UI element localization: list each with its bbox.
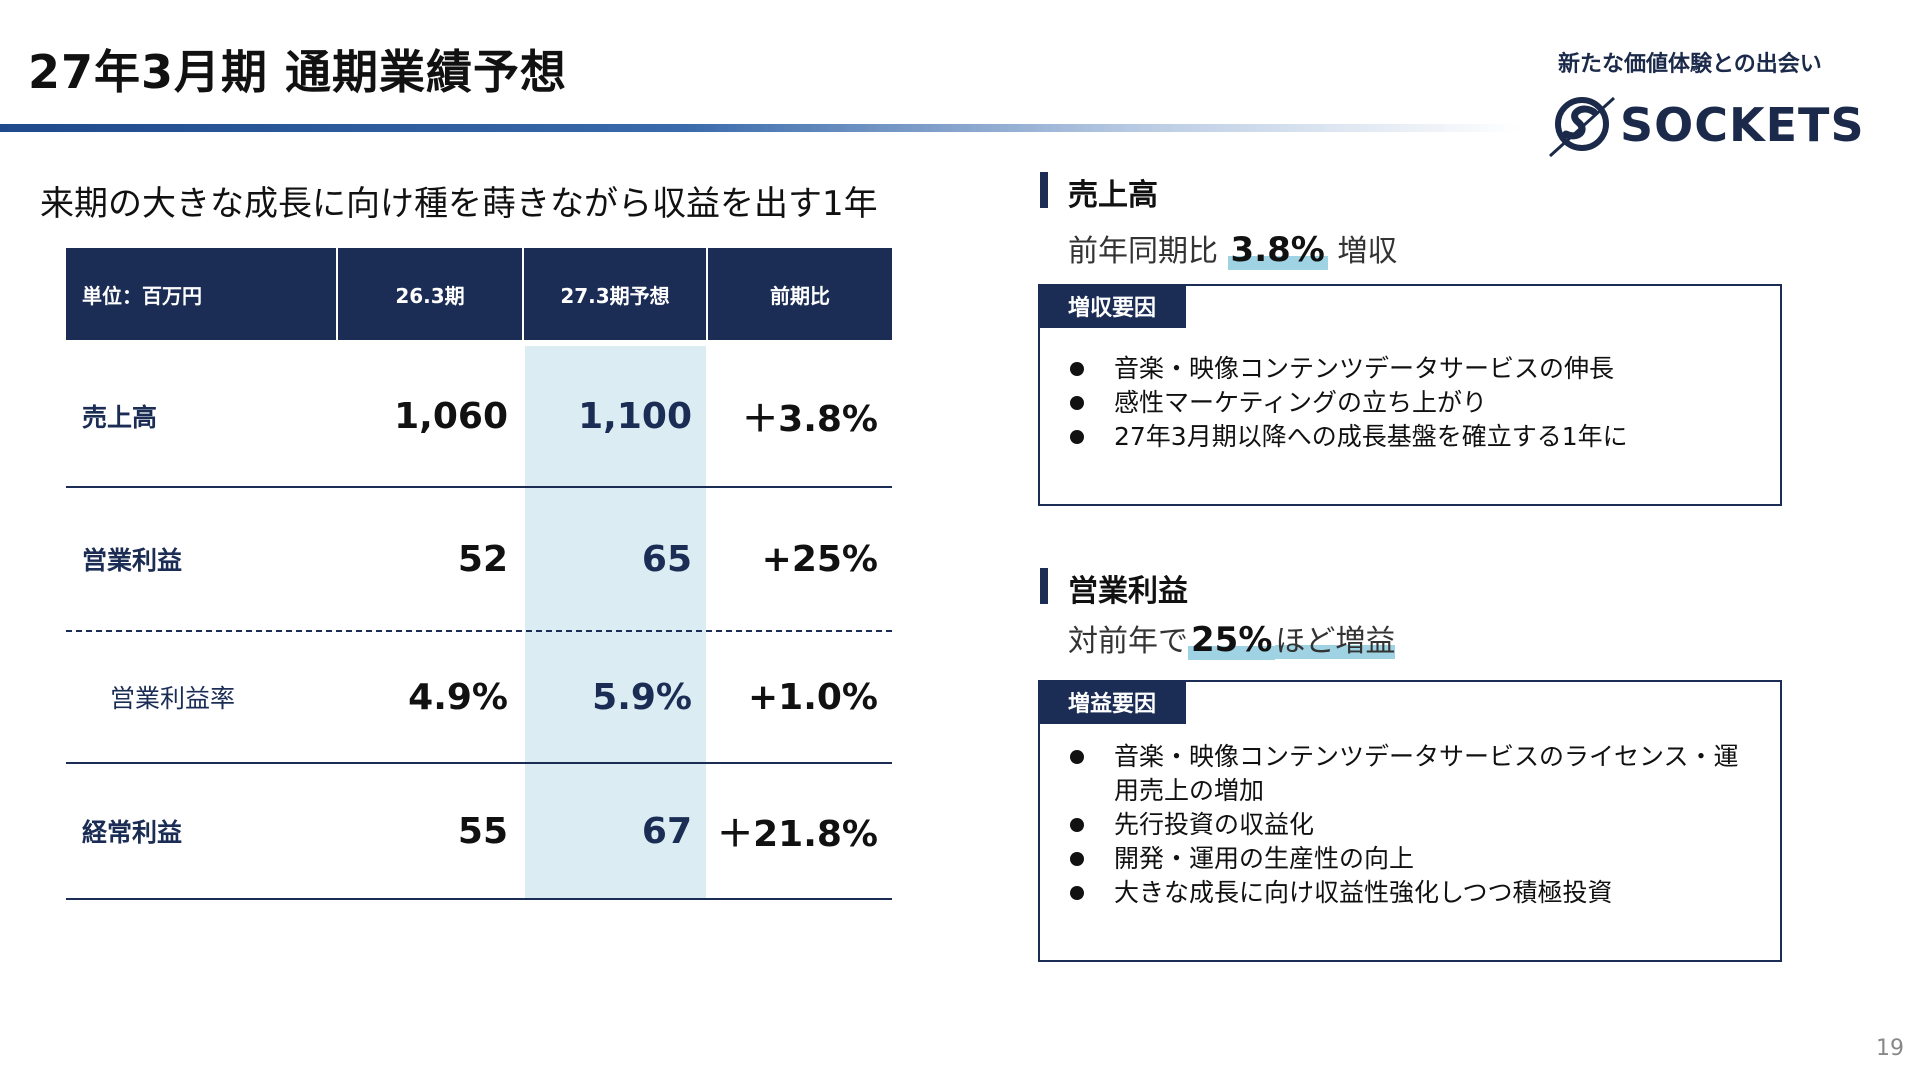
header-fy27-forecast: 27.3期予想 [560,283,670,308]
row-divider [66,762,892,764]
page-title: 27年3月期 通期業績予想 [28,45,568,99]
logo-mark-icon [1548,96,1616,158]
cell-fy27: 65 [641,538,692,580]
cell-fy26: 55 [457,810,508,852]
cell-change: +1.0% [747,676,878,718]
header-divider [706,248,708,340]
page-number: 19 [1876,1036,1904,1061]
cell-change: ＋3.8% [742,399,878,440]
logo-wordmark: SOCKETS [1620,98,1865,152]
row-divider [66,486,892,488]
sales-factors-box: 増収要因 音楽・映像コンテンツデータサービスの伸長 感性マーケティングの立ち上が… [1038,284,1782,506]
profit-factors-box: 増益要因 音楽・映像コンテンツデータサービスのライセンス・運用売上の増加 先行投… [1038,680,1782,962]
lead-suffix: 増収 [1337,234,1398,269]
table-header-row: 単位：百万円 26.3期 27.3期予想 前期比 [66,248,892,340]
box-tag: 増益要因 [1038,680,1187,724]
forecast-column-highlight [525,346,706,898]
header-divider [336,248,338,340]
cell-change: +25% [761,538,878,580]
title-underline [0,124,1520,132]
section-lead-sales: 前年同期比 3.8% 増収 [1068,226,1397,270]
section-marker [1040,172,1048,208]
table-row-sales: 売上高 1,060 1,100 ＋3.8% [66,346,892,486]
list-item: 音楽・映像コンテンツデータサービスの伸長 [1070,352,1750,386]
profit-factors-list: 音楽・映像コンテンツデータサービスのライセンス・運用売上の増加 先行投資の収益化… [1070,740,1750,910]
lead-prefix: 対前年で [1068,624,1188,659]
cell-fy27: 1,100 [578,395,692,437]
sockets-logo: SOCKETS [1548,92,1868,158]
list-item: 27年3月期以降への成長基盤を確立する1年に [1070,420,1750,454]
sales-factors-list: 音楽・映像コンテンツデータサービスの伸長 感性マーケティングの立ち上がり 27年… [1070,352,1750,454]
list-item: 大きな成長に向け収益性強化しつつ積極投資 [1070,876,1750,910]
box-tag: 増収要因 [1038,284,1187,328]
list-item: 開発・運用の生産性の向上 [1070,842,1750,876]
row-label: 売上高 [82,403,158,432]
headline: 来期の大きな成長に向け種を蒔きながら収益を出す1年 [40,184,878,224]
table-row-operating-margin: 営業利益率 4.9% 5.9% +1.0% [66,632,892,762]
lead-suffix: ほど増益 [1275,624,1396,659]
header-yoy: 前期比 [770,283,830,308]
cell-change: ＋21.8% [717,814,878,855]
cell-fy26: 4.9% [408,676,508,718]
table-row-operating-profit: 営業利益 52 65 +25% [66,488,892,630]
list-item: 音楽・映像コンテンツデータサービスのライセンス・運用売上の増加 [1070,740,1750,808]
cell-fy26: 1,060 [394,395,508,437]
row-divider [66,898,892,900]
row-label: 経常利益 [82,818,183,847]
header-fy26: 26.3期 [395,283,465,308]
section-title-sales: 売上高 [1068,178,1158,213]
cell-fy26: 52 [457,538,508,580]
cell-fy27: 5.9% [592,676,692,718]
forecast-table: 単位：百万円 26.3期 27.3期予想 前期比 売上高 1,060 1,100… [66,248,892,900]
section-title-profit: 営業利益 [1068,574,1188,609]
lead-prefix: 前年同期比 [1068,234,1218,269]
section-lead-profit: 対前年で25% ほど増益 [1068,616,1396,660]
cell-fy27: 67 [641,810,692,852]
row-label: 営業利益率 [110,684,236,713]
section-marker [1040,568,1048,604]
lead-value: 3.8% [1227,230,1328,270]
brand-tagline: 新たな価値体験との出会い [1558,52,1822,77]
row-divider-dashed [66,630,892,632]
table-row-ordinary-profit: 経常利益 55 67 ＋21.8% [66,764,892,898]
lead-value: 25% [1188,620,1276,660]
header-divider [522,248,524,340]
row-label: 営業利益 [82,546,183,575]
list-item: 先行投資の収益化 [1070,808,1750,842]
header-unit: 単位：百万円 [82,283,202,308]
list-item: 感性マーケティングの立ち上がり [1070,386,1750,420]
